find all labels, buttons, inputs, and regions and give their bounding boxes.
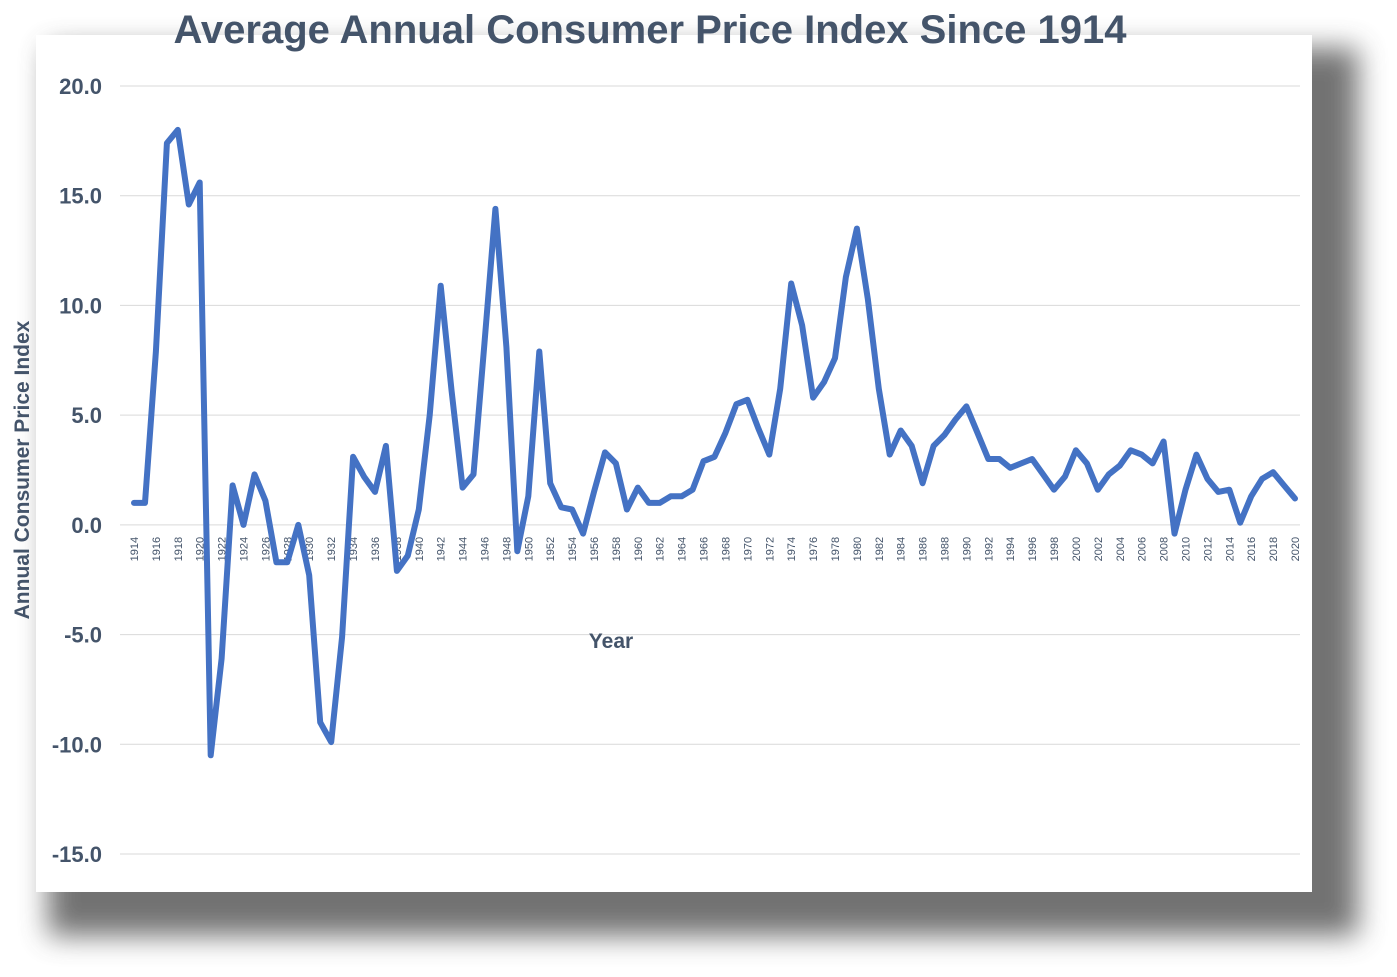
y-tick-label: -10.0	[52, 732, 102, 757]
x-tick-label: 1964	[677, 537, 689, 561]
x-tick-label: 2020	[1290, 537, 1302, 561]
y-tick-label: 0.0	[71, 513, 102, 538]
x-tick-label: 1966	[699, 537, 711, 561]
x-tick-label: 2018	[1268, 537, 1280, 561]
x-tick-label: 1978	[830, 537, 842, 561]
x-tick-label: 2002	[1093, 537, 1105, 561]
x-tick-label: 1996	[1027, 537, 1039, 561]
x-tick-label: 1962	[655, 537, 667, 561]
x-tick-label: 1970	[742, 537, 754, 561]
x-tick-label: 1940	[414, 537, 426, 561]
x-tick-label: 1924	[239, 537, 251, 561]
x-axis-title: Year	[589, 630, 633, 653]
x-tick-label: 1990	[961, 537, 973, 561]
x-tick-label: 1932	[326, 537, 338, 561]
x-tick-label: 1952	[545, 537, 557, 561]
x-tick-label: 2000	[1071, 537, 1083, 561]
gridlines	[120, 85, 1300, 855]
x-tick-label: 1994	[1005, 537, 1017, 561]
x-tick-label: 1960	[633, 537, 645, 561]
x-tick-label: 1916	[151, 537, 163, 561]
x-tick-label: 2006	[1137, 537, 1149, 561]
x-tick-label: 1968	[720, 537, 732, 561]
x-tick-label: 1958	[611, 537, 623, 561]
x-tick-label: 1944	[458, 537, 470, 561]
y-tick-label: 10.0	[59, 293, 102, 318]
x-tick-label: 1982	[874, 537, 886, 561]
x-tick-label: 1992	[983, 537, 995, 561]
x-tick-label: 2010	[1180, 537, 1192, 561]
x-tick-label: 1950	[523, 537, 535, 561]
chart-title: Average Annual Consumer Price Index Sinc…	[173, 8, 1127, 52]
x-tick-label: 1998	[1049, 537, 1061, 561]
x-tick-label: 1936	[370, 537, 382, 561]
chart-card	[36, 35, 1312, 892]
x-tick-label: 1974	[786, 537, 798, 561]
x-tick-label: 1972	[764, 537, 776, 561]
y-tick-label: 15.0	[59, 184, 102, 209]
x-tick-label: 1980	[852, 537, 864, 561]
x-tick-label: 2004	[1115, 537, 1127, 561]
x-tick-label: 1956	[589, 537, 601, 561]
title-area	[0, 0, 1397, 35]
x-tick-label: 1954	[567, 537, 579, 561]
x-tick-label: 1942	[436, 537, 448, 561]
y-axis-ticks: 20.0 15.0 10.0 5.0 0.0 -5.0 -10.0 -15.0	[52, 74, 102, 867]
x-tick-label: 1934	[348, 537, 360, 561]
x-tick-label: 2016	[1246, 537, 1258, 561]
x-tick-label: 2012	[1202, 537, 1214, 561]
x-axis-ticks: 1914 1916 1918 1920 1922 1924 1926 1928 1930 1932…	[129, 537, 1302, 561]
x-tick-label: 1976	[808, 537, 820, 561]
x-tick-label: 2008	[1159, 537, 1171, 561]
x-tick-label: 2014	[1224, 537, 1236, 561]
series-line-cpi	[131, 126, 1298, 759]
x-tick-label: 1986	[918, 537, 930, 561]
x-tick-label: 1984	[896, 537, 908, 561]
x-tick-label: 1988	[940, 537, 952, 561]
x-tick-label: 1918	[173, 537, 185, 561]
y-tick-label: -15.0	[52, 842, 102, 867]
x-tick-label: 1946	[479, 537, 491, 561]
y-tick-label: 20.0	[59, 74, 102, 99]
y-tick-label: -5.0	[64, 623, 102, 648]
y-axis-title: Annual Consumer Price Index	[11, 320, 34, 619]
x-tick-label: 1926	[260, 537, 272, 561]
x-tick-label: 1914	[129, 537, 141, 561]
y-tick-label: 5.0	[71, 403, 102, 428]
x-tick-label: 1948	[501, 537, 513, 561]
